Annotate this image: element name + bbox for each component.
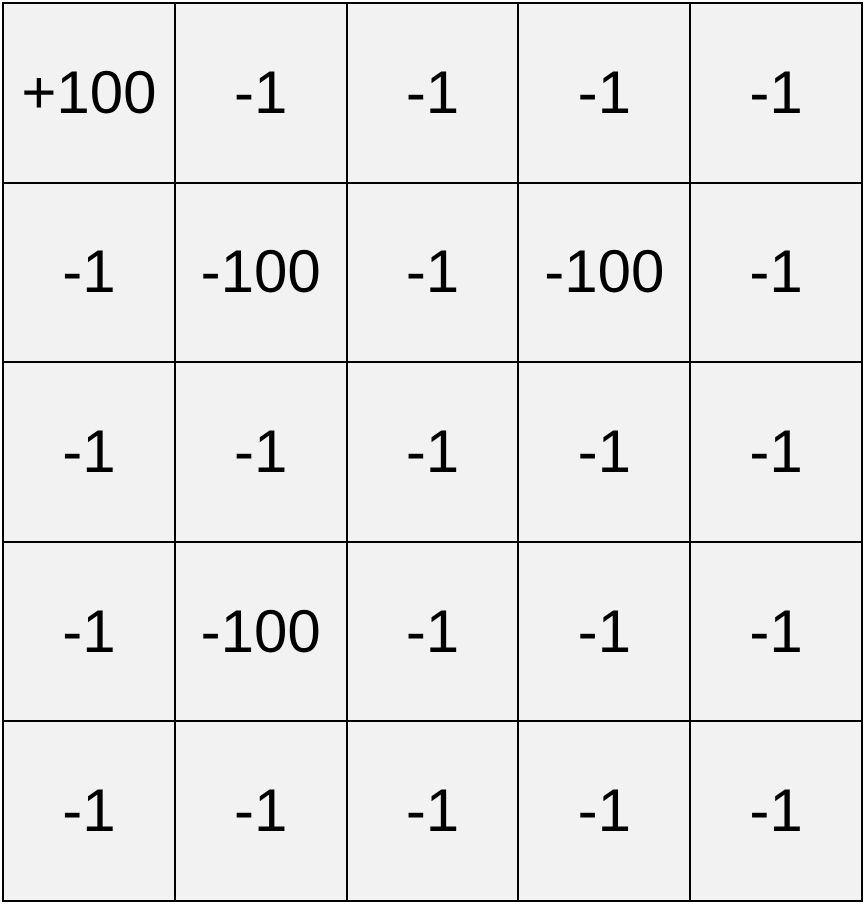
grid-cell-r1-c4: -1 bbox=[691, 183, 863, 364]
grid-cell-r1-c1: -100 bbox=[175, 183, 348, 364]
grid-cell-r2-c3: -1 bbox=[519, 363, 692, 543]
grid-cell-r0-c2: -1 bbox=[347, 4, 520, 184]
grid-cell-r4-c0: -1 bbox=[4, 722, 176, 902]
grid-cell-r3-c4: -1 bbox=[691, 542, 863, 723]
grid-cell-r1-c3: -100 bbox=[519, 183, 692, 364]
grid-cell-r0-c1: -1 bbox=[175, 4, 348, 184]
grid-cell-r1-c0: -1 bbox=[4, 183, 176, 364]
grid-cell-r2-c1: -1 bbox=[175, 363, 348, 543]
grid-cell-r2-c0: -1 bbox=[4, 363, 176, 543]
grid-cell-r0-c4: -1 bbox=[691, 4, 863, 184]
grid-cell-r4-c1: -1 bbox=[175, 722, 348, 902]
grid-cell-r3-c2: -1 bbox=[347, 542, 520, 723]
grid-cell-r3-c1: -100 bbox=[175, 542, 348, 723]
grid-cell-r4-c4: -1 bbox=[691, 722, 863, 902]
grid-cell-r0-c3: -1 bbox=[519, 4, 692, 184]
grid-cell-r4-c2: -1 bbox=[347, 722, 520, 902]
grid-cell-r3-c3: -1 bbox=[519, 542, 692, 723]
grid-cell-r2-c4: -1 bbox=[691, 363, 863, 543]
grid-cell-r1-c2: -1 bbox=[347, 183, 520, 364]
grid-cell-r4-c3: -1 bbox=[519, 722, 692, 902]
grid-cell-r3-c0: -1 bbox=[4, 542, 176, 723]
grid-cell-r0-c0: +100 bbox=[4, 4, 176, 184]
grid-cell-r2-c2: -1 bbox=[347, 363, 520, 543]
